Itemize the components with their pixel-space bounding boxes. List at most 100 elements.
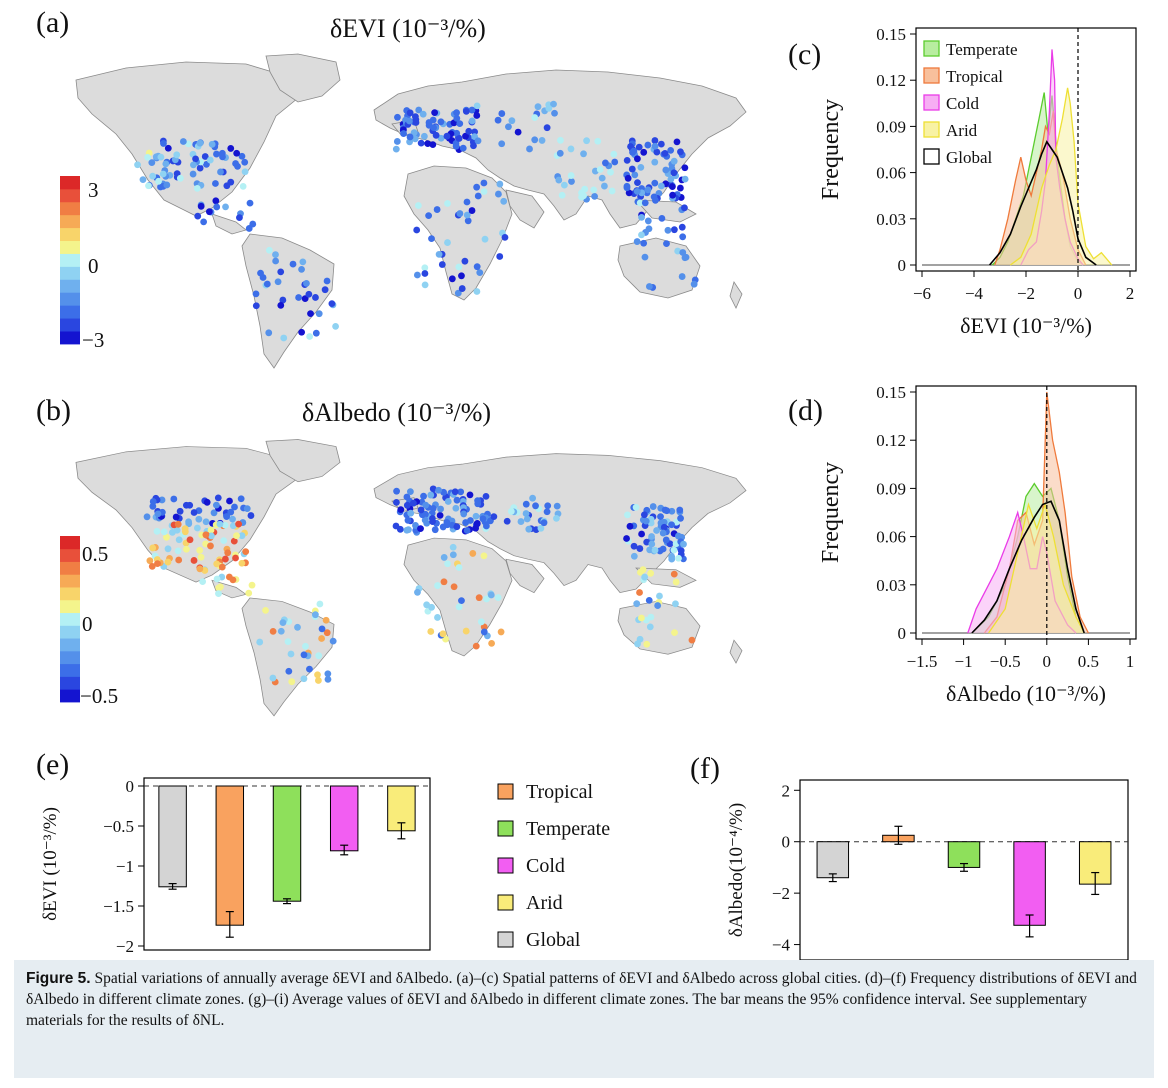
city-dot	[473, 288, 481, 295]
city-dot	[403, 493, 411, 501]
city-dot	[285, 667, 293, 675]
city-dot	[213, 560, 221, 568]
city-dot	[403, 501, 411, 509]
city-dot	[630, 552, 638, 560]
city-dot	[193, 524, 201, 532]
y-tick-label: 0	[898, 624, 907, 643]
city-dot	[437, 505, 444, 513]
city-dot	[196, 164, 204, 172]
city-dot	[633, 600, 641, 608]
city-dot	[638, 530, 645, 538]
city-dot	[175, 536, 183, 544]
city-dot	[443, 519, 451, 526]
city-dot	[668, 507, 676, 515]
city-dot	[196, 565, 204, 573]
colorbar-segment	[60, 650, 80, 665]
city-dot	[496, 180, 504, 188]
colorbar-segment	[60, 253, 80, 267]
city-dot	[473, 102, 481, 110]
city-dot	[455, 603, 463, 611]
city-dot	[406, 133, 414, 141]
city-dot	[659, 545, 667, 553]
density-line-global	[988, 140, 1097, 266]
city-dot	[440, 554, 448, 561]
city-dot	[284, 638, 292, 646]
colorbar-segment	[60, 201, 80, 216]
city-dot	[412, 113, 419, 121]
city-dot	[505, 123, 512, 131]
city-dot	[670, 157, 678, 165]
city-dot	[457, 488, 465, 496]
x-axis-label: δAlbedo (10⁻³/%)	[946, 681, 1106, 706]
city-dot	[443, 132, 451, 140]
city-dot	[644, 217, 652, 225]
city-dot	[153, 527, 161, 535]
city-dot	[208, 140, 216, 148]
city-dot	[223, 182, 231, 190]
colorbar-segment	[60, 305, 80, 319]
city-dot	[279, 619, 287, 627]
colorbar-a-tick-min: −3	[82, 328, 105, 352]
city-dot	[494, 594, 502, 601]
city-dot	[179, 138, 187, 145]
city-dot	[262, 606, 269, 614]
map-a	[36, 50, 776, 380]
city-dot	[449, 551, 457, 559]
city-dot	[468, 117, 476, 125]
city-dot	[243, 505, 251, 512]
city-dot	[224, 549, 232, 557]
city-dot	[455, 263, 463, 271]
city-dot	[634, 179, 641, 187]
city-dot	[393, 498, 400, 506]
x-tick-label: 1	[1126, 652, 1135, 671]
city-dot	[202, 518, 210, 526]
city-dot	[429, 116, 437, 124]
city-dot	[556, 149, 564, 157]
bar-legend-swatch	[497, 820, 514, 837]
city-dot	[681, 164, 689, 172]
city-dot	[213, 150, 220, 158]
city-dot	[217, 168, 224, 176]
city-dot	[453, 109, 460, 117]
city-dot	[175, 556, 183, 564]
city-dot	[633, 187, 641, 195]
city-dot	[299, 258, 307, 266]
city-dot	[602, 159, 609, 167]
city-dot	[538, 137, 546, 144]
city-dot	[661, 506, 669, 514]
bar-cold	[1013, 841, 1046, 926]
city-dot	[662, 166, 670, 174]
map-a-canvas	[60, 53, 747, 369]
city-dot	[660, 523, 668, 531]
panel-c-letter: (c)	[788, 38, 822, 71]
city-dot	[404, 516, 412, 524]
city-dot	[212, 180, 219, 187]
chart-c-density: 0 0.03 0.06 0.09 0.12 0.15 −6 −4 −2 0 2 δEVI (10⁻³/…	[818, 25, 1137, 338]
city-dot	[596, 166, 604, 173]
bar-legend-label: Global	[526, 929, 581, 951]
city-dot	[436, 511, 444, 519]
land-shape	[75, 61, 299, 217]
land-shape	[617, 237, 701, 299]
land-layer	[75, 439, 747, 717]
city-dot	[636, 545, 644, 552]
city-dot	[494, 116, 502, 124]
city-dot	[523, 515, 531, 523]
city-dot	[431, 109, 439, 117]
legend-swatch	[923, 94, 940, 111]
city-dot	[248, 581, 256, 589]
city-dot	[452, 504, 460, 512]
map-b-canvas	[60, 439, 747, 717]
city-dot	[568, 178, 575, 185]
bar-legend-swatch	[497, 894, 514, 911]
land-layer	[75, 53, 747, 369]
colorbar-segment	[60, 331, 80, 345]
city-dot	[669, 191, 676, 199]
panel-b-title: δAlbedo (10⁻³/%)	[302, 398, 492, 427]
city-dot	[429, 141, 437, 149]
city-dot	[444, 239, 451, 246]
city-dot	[462, 627, 470, 635]
city-dot	[456, 120, 464, 128]
y-tick-label: 0.06	[876, 528, 906, 547]
city-dot	[639, 566, 647, 574]
